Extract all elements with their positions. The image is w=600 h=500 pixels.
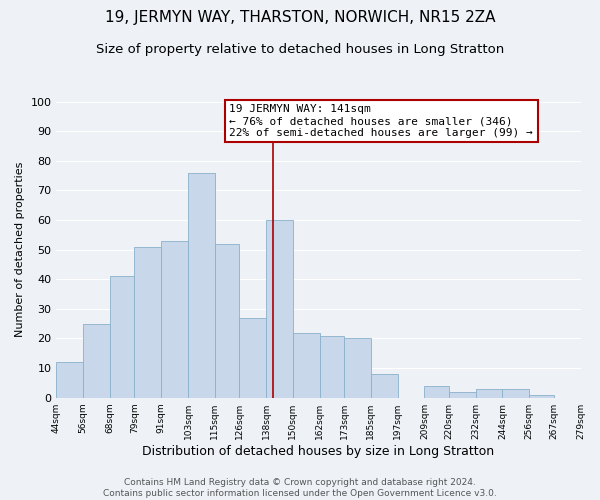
Bar <box>424 386 449 398</box>
Bar <box>83 324 110 398</box>
Bar <box>293 332 320 398</box>
Bar <box>110 276 134 398</box>
Text: Contains HM Land Registry data © Crown copyright and database right 2024.
Contai: Contains HM Land Registry data © Crown c… <box>103 478 497 498</box>
Bar <box>502 389 529 398</box>
Bar <box>581 394 600 398</box>
Bar <box>215 244 239 398</box>
Bar <box>188 172 215 398</box>
Bar <box>371 374 398 398</box>
Text: 19, JERMYN WAY, THARSTON, NORWICH, NR15 2ZA: 19, JERMYN WAY, THARSTON, NORWICH, NR15 … <box>105 10 495 25</box>
Text: 19 JERMYN WAY: 141sqm
← 76% of detached houses are smaller (346)
22% of semi-det: 19 JERMYN WAY: 141sqm ← 76% of detached … <box>229 104 533 138</box>
Bar <box>56 362 83 398</box>
Bar <box>239 318 266 398</box>
Bar <box>449 392 476 398</box>
Bar <box>476 389 502 398</box>
Bar <box>320 336 344 398</box>
Y-axis label: Number of detached properties: Number of detached properties <box>15 162 25 338</box>
X-axis label: Distribution of detached houses by size in Long Stratton: Distribution of detached houses by size … <box>142 444 494 458</box>
Text: Size of property relative to detached houses in Long Stratton: Size of property relative to detached ho… <box>96 42 504 56</box>
Bar <box>529 394 554 398</box>
Bar <box>134 246 161 398</box>
Bar <box>344 338 371 398</box>
Bar <box>161 240 188 398</box>
Bar <box>266 220 293 398</box>
